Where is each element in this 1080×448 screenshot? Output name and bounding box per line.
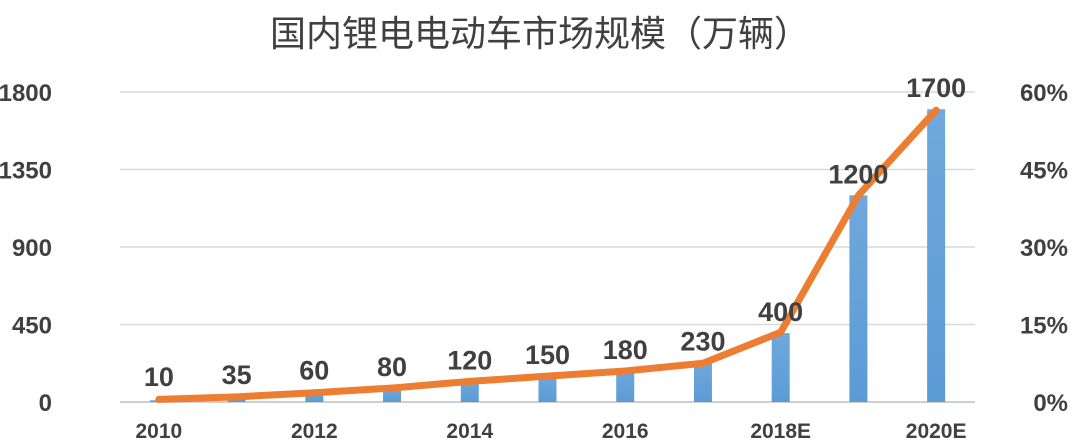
right-tick-label: 0% (1033, 390, 1068, 417)
bar-data-label: 400 (758, 297, 803, 327)
bar-data-label: 120 (447, 345, 492, 375)
bar (927, 109, 946, 402)
x-tick-label: 2016 (602, 420, 649, 443)
bar-data-label: 10 (144, 362, 174, 392)
bar-data-label: 1200 (828, 159, 888, 189)
bar-data-label: 230 (680, 326, 725, 356)
data-labels: 10 35 60 80 120 150 180 230 400 1200 1700 (144, 73, 966, 392)
left-tick-label: 900 (12, 235, 52, 262)
x-tick-label: 2012 (291, 420, 338, 443)
x-axis-ticks: 2010 2012 2014 2016 2018E 2020E (136, 420, 967, 443)
x-tick-label: 2020E (906, 420, 967, 443)
bar-data-label: 80 (377, 352, 407, 382)
bar (849, 195, 868, 402)
left-tick-label: 1800 (0, 80, 52, 107)
right-tick-label: 15% (1020, 313, 1068, 340)
right-axis-ticks: 0% 15% 30% 45% 60% (1020, 80, 1068, 417)
bar (616, 371, 635, 402)
bar-data-label: 35 (222, 360, 252, 390)
bar-data-label: 150 (525, 340, 570, 370)
left-tick-label: 0 (39, 390, 52, 417)
bar-data-label: 1700 (906, 73, 966, 103)
left-tick-label: 450 (12, 313, 52, 340)
chart-title: 国内锂电电动车市场规模（万辆） (270, 14, 810, 55)
bar (771, 333, 790, 402)
share-line (155, 106, 940, 403)
bar (693, 362, 712, 402)
right-tick-label: 30% (1020, 235, 1068, 262)
bar-data-label: 180 (603, 335, 648, 365)
x-tick-label: 2018E (750, 420, 811, 443)
right-tick-label: 60% (1020, 80, 1068, 107)
bar (305, 391, 324, 402)
bar-data-label: 60 (299, 356, 329, 386)
bar (460, 381, 479, 402)
right-tick-label: 45% (1020, 158, 1068, 185)
left-axis-ticks: 0 450 900 1350 1800 (0, 80, 52, 417)
x-tick-label: 2010 (136, 420, 183, 443)
x-tick-label: 2014 (446, 420, 493, 443)
left-tick-label: 1350 (0, 158, 52, 185)
bar (538, 376, 557, 402)
share-line-path (155, 106, 940, 403)
